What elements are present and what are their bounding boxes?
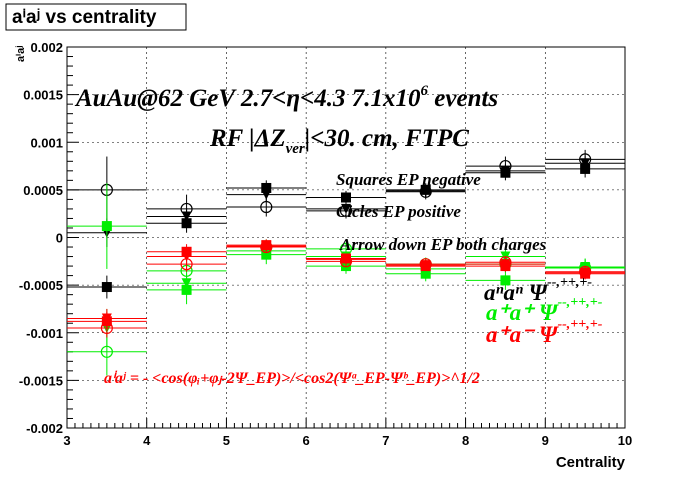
marker-triangle-down [341,254,351,265]
x-tick-label: 4 [143,433,151,448]
marker-triangle-down [341,203,351,214]
formula: aⁱaʲ = - <cos(φᵢ+φⱼ-2Ψ_EP)>/<cos2(Ψᵃ_EP-… [104,370,480,387]
series-minus-minus-triangle-down [67,155,625,248]
y-tick-label: 0 [56,231,63,246]
data-points [67,149,625,376]
marker-triangle-down [500,165,511,176]
annotation-line2-main: RF |ΔZ [209,125,286,152]
marker-triangle-down [500,259,511,270]
x-tick-label: 10 [618,433,632,448]
x-tick-label: 3 [63,433,70,448]
label-minus-minus: aⁿaⁿ Ψ--,++,+- [484,275,592,305]
y-axis-label: aⁱaʲ [14,46,27,62]
label-minus-minus-main: aⁿaⁿ Ψ [484,280,549,305]
marker-triangle-down [181,278,192,289]
chart-title: aⁱaʲ vs centrality [12,7,157,28]
y-tick-label: 0.001 [30,135,63,150]
marker-triangle-down [181,211,192,222]
label-plus-minus: a⁺a⁻ Ψ--,++,+- [486,317,603,347]
y-tick-label: -0.0015 [19,373,63,388]
x-tick-label: 8 [462,433,469,448]
annotation-line1-main: AuAu@62 GeV 2.7<η<4.3 7.1x10 [74,85,421,112]
label-plus-plus-main: a⁺a⁺ Ψ [486,300,559,325]
annotation-line2-end: |<30. cm, FTPC [305,125,470,152]
label-minus-minus-sup: --,++,+- [547,275,592,290]
marker-triangle-down [261,241,272,252]
x-tick-label: 9 [542,433,549,448]
marker-triangle-down [101,313,112,324]
annotation-line2-sub: ver [286,141,305,157]
y-tick-label: 0.0005 [23,183,63,198]
x-tick-label: 6 [303,433,310,448]
series-plus-minus-triangle-down [67,241,625,328]
marker-square [101,221,112,232]
annotation-line1-end: events [428,85,498,112]
x-axis-label: Centrality [556,454,626,471]
marker-triangle-down [580,267,591,278]
label-plus-minus-main: a⁺a⁻ Ψ [486,322,559,347]
marker-triangle-down [580,158,591,169]
label-plus-minus-sup: --,++,+- [557,317,602,332]
marker-triangle-down [420,260,431,271]
legend-arrows: Arrow down EP both charges [339,235,547,254]
x-tick-label: 7 [382,433,389,448]
chart-title-box [5,3,187,31]
annotation-line2: RF |ΔZver|<30. cm, FTPC [209,125,469,157]
marker-triangle-down [420,185,431,196]
marker-circle [260,200,273,214]
grid [67,47,625,428]
x-tick-label: 5 [223,433,230,448]
marker-triangle-down [181,251,192,262]
marker-square [101,282,112,293]
legend-circles: Cicles EP positive [336,202,461,221]
axis-ticks: 3 4 5 6 7 8 9 10 -0.002 -0.0015 -0.001 -0.0005 0 0.00… [19,40,632,448]
legend-squares: Squares EP negative [336,170,481,189]
marker-square [341,192,351,203]
y-tick-label: -0.002 [26,421,63,436]
y-tick-label: -0.0005 [19,278,63,293]
y-tick-label: -0.001 [26,326,63,341]
y-tick-label: 0.002 [30,40,63,55]
y-tick-label: 0.0015 [23,88,63,103]
marker-square [500,275,511,286]
label-plus-plus: a⁺a⁺ Ψ--,++,+- [486,295,603,325]
marker-triangle-down [261,189,272,200]
annotation-line1: AuAu@62 GeV 2.7<η<4.3 7.1x106 events [74,83,498,112]
label-plus-plus-sup: --,++,+- [557,295,602,310]
annotation-line1-sup: 6 [421,83,429,99]
